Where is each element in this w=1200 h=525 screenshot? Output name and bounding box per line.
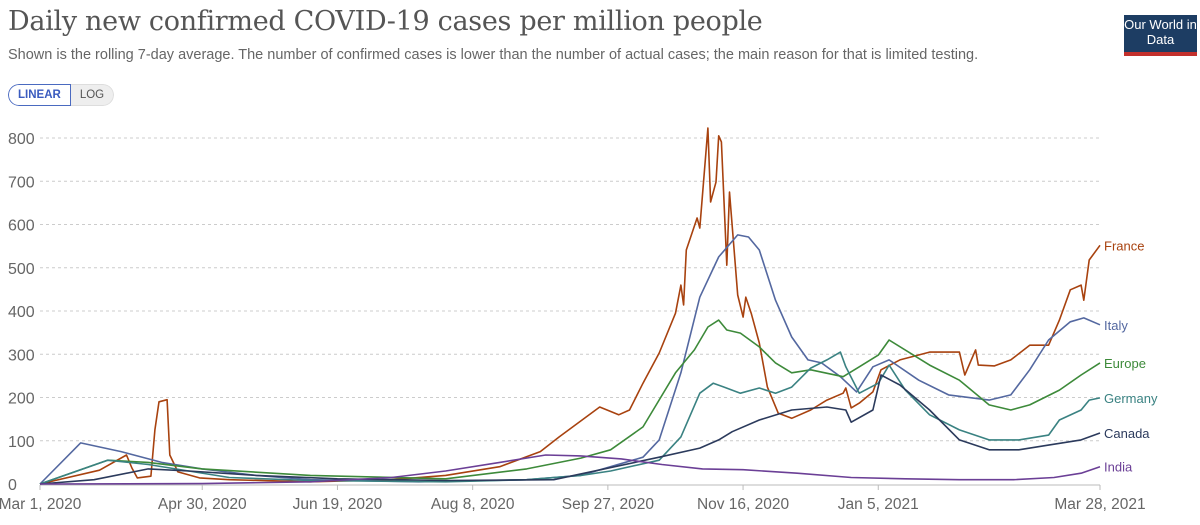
series-line-germany (39, 351, 1101, 485)
y-tick-label: 300 (8, 347, 35, 364)
y-tick-label: 200 (8, 391, 35, 408)
legend-label-germany: Germany (1104, 391, 1158, 406)
legend-label-india: India (1104, 460, 1133, 475)
x-tick-label: Sep 27, 2020 (562, 496, 655, 513)
linear-scale-button[interactable]: LINEAR (8, 84, 71, 106)
legend-label-italy: Italy (1104, 318, 1128, 333)
chart-title: Daily new confirmed COVID-19 cases per m… (8, 6, 763, 37)
x-tick-label: Nov 16, 2020 (697, 496, 790, 513)
series-line-italy (39, 234, 1101, 485)
series-line-france (39, 127, 1101, 485)
y-tick-label: 600 (8, 218, 35, 235)
owid-logo[interactable]: Our World in Data (1124, 15, 1197, 56)
legend-label-france: France (1104, 238, 1144, 253)
x-tick-label: Apr 30, 2020 (158, 496, 247, 513)
x-tick-label: Jun 19, 2020 (293, 496, 383, 513)
legend-label-europe: Europe (1104, 356, 1146, 371)
series-line-europe (39, 319, 1101, 485)
x-tick-label: Mar 28, 2021 (1054, 496, 1145, 513)
chart-subtitle: Shown is the rolling 7-day average. The … (8, 47, 979, 63)
y-tick-label: 700 (8, 174, 35, 191)
x-tick-label: Mar 1, 2020 (0, 496, 82, 513)
series-line-india (39, 454, 1101, 485)
y-tick-label: 0 (8, 477, 17, 494)
series-line-canada (39, 374, 1101, 485)
y-tick-label: 800 (8, 131, 35, 148)
log-scale-button[interactable]: LOG (70, 84, 115, 106)
y-tick-label: 500 (8, 261, 35, 278)
legend-label-canada: Canada (1104, 426, 1150, 441)
y-tick-label: 400 (8, 304, 35, 321)
scale-toggle: LINEAR LOG (8, 84, 115, 106)
x-tick-label: Jan 5, 2021 (838, 496, 919, 513)
y-tick-label: 100 (8, 434, 35, 451)
x-tick-label: Aug 8, 2020 (431, 496, 515, 513)
